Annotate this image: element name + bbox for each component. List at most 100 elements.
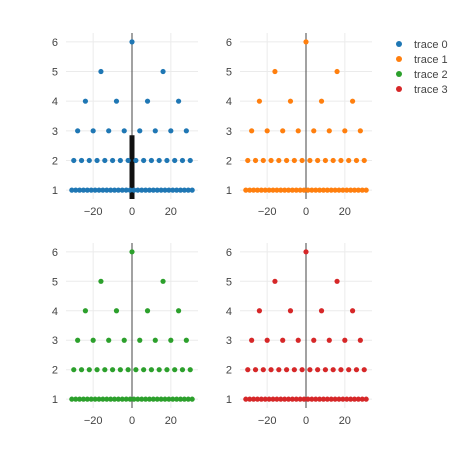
y-tick-label: 2 <box>52 365 58 377</box>
data-point <box>316 396 323 402</box>
data-point <box>129 39 135 45</box>
data-point <box>127 187 133 193</box>
data-point <box>336 187 342 193</box>
data-point <box>348 187 354 193</box>
x-tick-label: 0 <box>303 206 309 218</box>
data-point <box>363 396 369 402</box>
y-tick-label: 4 <box>226 96 232 108</box>
data-point <box>174 396 180 402</box>
data-point <box>282 187 288 193</box>
y-tick-label: 1 <box>52 185 58 197</box>
data-point <box>291 367 297 373</box>
data-point <box>334 278 340 284</box>
data-point <box>262 187 268 193</box>
data-point <box>303 249 309 255</box>
data-point <box>297 187 303 193</box>
data-point <box>322 367 329 373</box>
data-point <box>342 128 348 134</box>
data-point <box>168 337 174 343</box>
data-point <box>109 367 116 373</box>
data-point <box>309 396 315 402</box>
data-point <box>357 128 363 134</box>
data-point <box>349 308 356 314</box>
data-point <box>137 128 143 134</box>
series-trace-3 <box>243 249 369 402</box>
data-point <box>139 187 145 193</box>
data-point <box>148 157 155 164</box>
data-point <box>139 396 145 402</box>
data-point <box>311 337 317 343</box>
data-point <box>262 396 268 402</box>
data-point <box>102 157 108 164</box>
x-tick-label: 0 <box>129 206 135 218</box>
y-tick-label: 5 <box>52 67 58 79</box>
data-point <box>280 337 286 343</box>
data-point <box>276 367 282 373</box>
data-point <box>125 367 131 373</box>
data-point <box>187 157 193 164</box>
data-point <box>282 396 288 402</box>
x-tick-label: −20 <box>84 206 103 218</box>
data-point <box>287 308 294 314</box>
data-point <box>183 337 189 343</box>
data-point <box>117 367 123 373</box>
x-tick-label: 20 <box>339 415 351 427</box>
data-point <box>351 396 358 402</box>
data-point <box>307 157 313 164</box>
data-point <box>349 98 356 104</box>
data-point <box>305 187 311 193</box>
data-point <box>185 396 191 402</box>
data-point <box>289 187 296 193</box>
data-point <box>301 187 307 193</box>
data-point <box>106 128 112 134</box>
data-point <box>332 396 338 402</box>
data-point <box>316 187 323 193</box>
data-point <box>69 187 75 193</box>
data-point <box>162 187 168 193</box>
data-point <box>88 396 94 402</box>
legend-marker <box>396 86 402 92</box>
data-point <box>344 396 350 402</box>
data-point <box>90 337 96 343</box>
data-point <box>80 396 87 402</box>
data-point <box>247 396 253 402</box>
data-point <box>108 396 114 402</box>
series-trace-0 <box>69 39 195 193</box>
data-point <box>177 396 184 402</box>
data-point <box>324 396 330 402</box>
data-point <box>90 128 96 134</box>
data-point <box>104 187 110 193</box>
y-tick-label: 6 <box>52 37 58 49</box>
data-point <box>137 337 143 343</box>
data-point <box>166 187 172 193</box>
data-point <box>166 396 172 402</box>
data-point <box>170 396 176 402</box>
data-point <box>154 396 160 402</box>
legend-marker <box>396 56 402 62</box>
y-tick-label: 2 <box>52 155 58 167</box>
data-point <box>177 187 184 193</box>
data-point <box>115 396 122 402</box>
data-point <box>293 187 299 193</box>
data-point <box>250 187 257 193</box>
x-tick-label: −20 <box>84 415 103 427</box>
data-point <box>82 98 89 104</box>
data-point <box>285 396 292 402</box>
data-point <box>324 187 330 193</box>
data-point <box>318 308 325 314</box>
x-tick-label: 0 <box>129 415 135 427</box>
x-tick-label: 20 <box>165 415 177 427</box>
x-tick-label: −20 <box>258 415 277 427</box>
data-point <box>326 337 332 343</box>
data-point <box>361 157 367 164</box>
data-point <box>96 396 102 402</box>
data-point <box>336 396 342 402</box>
data-point <box>164 367 170 373</box>
data-point <box>305 396 311 402</box>
data-point <box>75 128 81 134</box>
data-point <box>307 367 313 373</box>
data-point <box>106 337 112 343</box>
data-point <box>313 187 319 193</box>
data-point <box>141 367 147 373</box>
data-point <box>272 278 278 284</box>
